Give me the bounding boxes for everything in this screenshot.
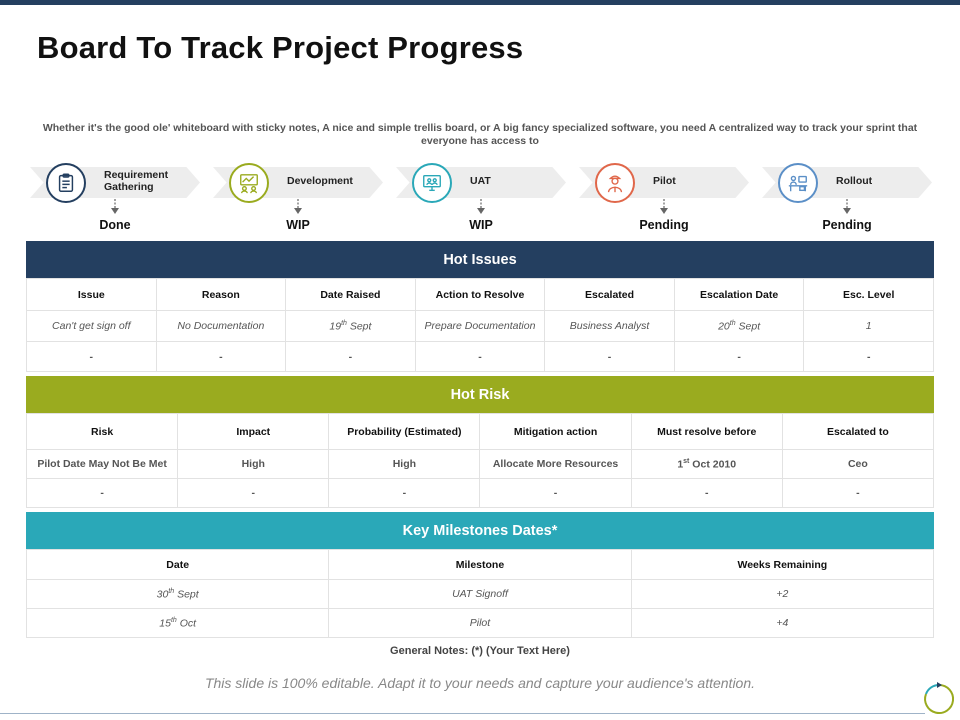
office-desk-icon [778, 163, 818, 203]
column-header: Esc. Level [803, 278, 934, 311]
table-cell: Pilot [328, 608, 632, 638]
step-label: UAT [470, 175, 491, 187]
table-cell: UAT Signoff [328, 579, 632, 609]
table-cell: - [414, 341, 546, 372]
table-cell: - [285, 341, 416, 372]
page-title: Board To Track Project Progress [37, 30, 524, 65]
table-row: 15th Oct Pilot +4 [25, 608, 935, 638]
table-cell: - [781, 478, 935, 508]
step-rollout: Rollout Pending [762, 162, 944, 237]
table-cell: - [328, 478, 481, 508]
column-header: Weeks Remaining [630, 549, 935, 580]
column-header: Action to Resolve [414, 278, 546, 311]
table-header-row: Risk Impact Probability (Estimated) Miti… [25, 413, 935, 450]
table-cell: - [155, 341, 287, 372]
table-cell: - [479, 478, 632, 508]
milestones-section: Key Milestones Dates* Date Milestone Wee… [25, 512, 935, 638]
table-cell: 1 [803, 310, 934, 342]
subtitle: Whether it's the good ole' whiteboard wi… [42, 122, 918, 147]
table-cell: Ceo [781, 449, 935, 479]
table-row: 30th Sept UAT Signoff +2 [25, 579, 935, 609]
hot-risk-section: Hot Risk Risk Impact Probability (Estima… [25, 376, 935, 508]
column-header: Escalation Date [673, 278, 805, 311]
column-header: Mitigation action [479, 413, 632, 450]
column-header: Reason [155, 278, 287, 311]
step-label: Pilot [653, 175, 676, 187]
monitor-users-icon [412, 163, 452, 203]
table-cell: 15th Oct [25, 608, 330, 638]
table-cell: High [177, 449, 330, 479]
column-header: Milestone [328, 549, 632, 580]
column-header: Probability (Estimated) [328, 413, 481, 450]
hot-issues-section: Hot Issues Issue Reason Date Raised Acti… [26, 241, 934, 372]
step-uat: UAT WIP [396, 162, 578, 237]
table-cell: Prepare Documentation [414, 310, 546, 342]
table-cell: - [803, 341, 934, 372]
table-cell: 19th Sept [285, 310, 416, 342]
step-status: Done [99, 218, 131, 232]
table-cell: Business Analyst [544, 310, 675, 342]
top-accent-bar [0, 0, 960, 5]
step-status: Pending [639, 218, 689, 232]
table-cell: - [673, 341, 805, 372]
table-row: - - - - - - - [26, 341, 934, 372]
column-header: Issue [26, 278, 157, 311]
table-cell: No Documentation [155, 310, 287, 342]
table-row: Can't get sign off No Documentation 19th… [26, 310, 934, 342]
table-cell: +4 [630, 608, 935, 638]
step-status: WIP [286, 218, 310, 232]
table-row: - - - - - - [25, 478, 935, 508]
column-header: Must resolve before [630, 413, 783, 450]
table-cell: - [25, 478, 179, 508]
general-notes: General Notes: (*) (Your Text Here) [390, 645, 570, 657]
column-header: Escalated [544, 278, 675, 311]
table-cell: High [328, 449, 481, 479]
table-header-row: Issue Reason Date Raised Action to Resol… [26, 278, 934, 311]
column-header: Impact [177, 413, 330, 450]
milestones-header: Key Milestones Dates* [26, 512, 934, 549]
step-label: Requirement Gathering [104, 169, 169, 193]
step-label: Rollout [836, 175, 873, 187]
step-development: Development WIP [213, 162, 395, 237]
step-label: Development [287, 175, 353, 187]
table-cell: - [544, 341, 675, 372]
footer-note: This slide is 100% editable. Adapt it to… [204, 675, 756, 691]
down-arrow-icon [660, 199, 668, 214]
hot-risk-header: Hot Risk [26, 376, 934, 413]
table-header-row: Date Milestone Weeks Remaining [25, 549, 935, 580]
table-cell: - [630, 478, 783, 508]
table-cell: +2 [630, 579, 935, 609]
column-header: Date Raised [285, 278, 416, 311]
step-requirement-gathering: Requirement Gathering Done [30, 162, 212, 237]
table-cell: 1st Oct 2010 [630, 449, 783, 479]
hot-issues-header: Hot Issues [26, 241, 934, 278]
clipboard-icon [46, 163, 86, 203]
column-header: Risk [25, 413, 179, 450]
table-cell: Pilot Date May Not Be Met [25, 449, 179, 479]
milestones-table: Date Milestone Weeks Remaining 30th Sept… [25, 549, 935, 638]
down-arrow-icon [843, 199, 851, 214]
table-cell: - [26, 341, 157, 372]
step-status: Pending [822, 218, 872, 232]
table-cell: 30th Sept [25, 579, 330, 609]
refresh-cycle-icon [924, 682, 955, 714]
hot-issues-table: Issue Reason Date Raised Action to Resol… [26, 278, 934, 372]
progress-steps: Requirement Gathering Done Development W… [30, 162, 940, 237]
pilot-person-icon [595, 163, 635, 203]
table-cell: 20th Sept [673, 310, 805, 342]
column-header: Date [25, 549, 330, 580]
column-header: Escalated to [781, 413, 935, 450]
table-row: Pilot Date May Not Be Met High High Allo… [25, 449, 935, 479]
bottom-divider [0, 713, 925, 714]
down-arrow-icon [294, 199, 302, 214]
down-arrow-icon [477, 199, 485, 214]
hot-risk-table: Risk Impact Probability (Estimated) Miti… [25, 413, 935, 508]
step-status: WIP [469, 218, 493, 232]
team-board-icon [229, 163, 269, 203]
table-cell: Allocate More Resources [479, 449, 632, 479]
table-cell: - [177, 478, 330, 508]
step-pilot: Pilot Pending [579, 162, 761, 237]
table-cell: Can't get sign off [26, 310, 157, 342]
down-arrow-icon [111, 199, 119, 214]
